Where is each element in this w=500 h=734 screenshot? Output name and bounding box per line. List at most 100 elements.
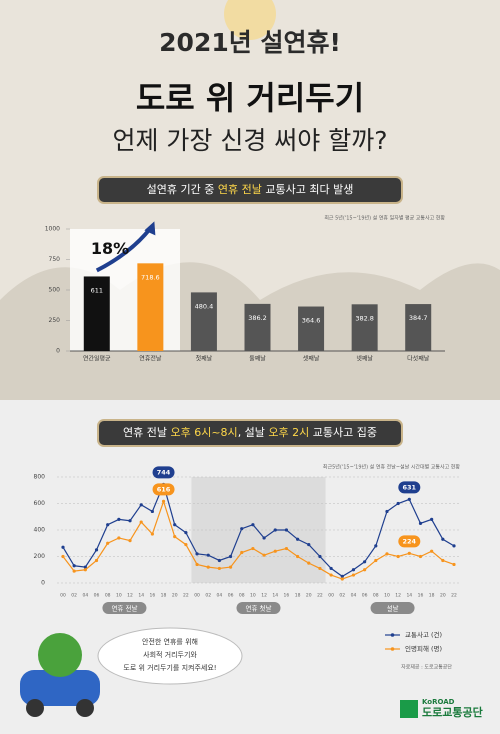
x-tick-label: 12 — [395, 593, 401, 599]
point — [217, 558, 221, 563]
point — [329, 573, 333, 577]
point — [94, 548, 99, 552]
point — [351, 573, 356, 577]
bar — [137, 263, 164, 351]
value-label: 631 — [403, 483, 417, 491]
bar — [351, 304, 378, 351]
legend-label: 인명피해 (명) — [405, 644, 442, 653]
banner-segment: 오후 6시~8시 — [170, 426, 237, 439]
point — [340, 577, 344, 581]
sun — [224, 0, 276, 40]
point — [128, 539, 132, 543]
point — [72, 569, 76, 573]
y-tick-label: 200 — [34, 553, 46, 560]
point — [72, 564, 76, 568]
point — [430, 517, 434, 522]
group-label: 연휴 첫날 — [246, 604, 272, 613]
point — [452, 562, 456, 567]
bar — [83, 276, 110, 351]
banner-segment: 설연휴 기간 중 — [147, 183, 218, 196]
x-tick-label: 14 — [406, 593, 412, 599]
banner-segment: 교통사고 최다 발생 — [262, 183, 353, 196]
point — [184, 542, 188, 547]
point — [284, 528, 289, 532]
point — [128, 519, 132, 523]
point — [117, 536, 121, 540]
point — [161, 499, 166, 503]
point — [363, 568, 367, 572]
point — [351, 568, 356, 572]
x-tick-label: 12 — [261, 593, 267, 599]
trend-arrow — [95, 227, 152, 273]
x-tick-label: 넷째날 — [356, 355, 373, 363]
subheadline: 언제 가장 신경 써야 할까? — [112, 126, 387, 155]
point — [228, 554, 233, 559]
bar — [190, 292, 217, 351]
group-label: 설날 — [387, 604, 399, 613]
headline: 도로 위 거리두기 — [136, 79, 364, 117]
y-tick-label: 500 — [49, 287, 61, 294]
point — [307, 561, 311, 565]
bubble-line: 안전한 연휴를 위해 — [142, 637, 198, 646]
point — [117, 517, 121, 522]
point — [418, 521, 423, 525]
value-label: 744 — [157, 468, 171, 476]
point — [374, 544, 378, 548]
y-tick-label: 0 — [41, 580, 45, 587]
point — [273, 528, 277, 532]
point — [452, 544, 456, 548]
x-tick-label: 연휴전날 — [139, 355, 162, 363]
banner-segment: 연휴 전날 — [123, 426, 170, 439]
point — [430, 549, 434, 553]
point — [139, 520, 143, 524]
logo-brand: KoROAD — [422, 698, 455, 706]
y-tick-label: 250 — [49, 317, 61, 324]
x-tick-label: 18 — [429, 593, 435, 599]
value-label: 364.6 — [302, 317, 321, 325]
bar — [244, 303, 271, 351]
value-label: 382.8 — [355, 314, 374, 322]
point — [396, 501, 400, 506]
point — [150, 532, 154, 536]
x-tick-label: 14 — [272, 593, 278, 599]
callout — [152, 466, 175, 479]
point — [296, 537, 300, 541]
x-tick-label: 다섯째날 — [407, 355, 430, 363]
point — [374, 558, 378, 563]
point — [106, 541, 110, 545]
y-tick-label: 750 — [49, 256, 61, 263]
bar — [298, 306, 325, 351]
point — [284, 546, 289, 551]
wheel — [76, 699, 94, 717]
x-tick-label: 04 — [82, 593, 88, 599]
x-tick-label: 08 — [105, 593, 111, 599]
arrow-head — [144, 221, 156, 236]
callout — [152, 483, 175, 496]
x-tick-label: 06 — [94, 593, 100, 599]
chart-subtitle: 최근 5년('15~'19년) 설 연휴 일자별 평균 교통사고 현황 — [324, 215, 445, 222]
x-tick-label: 20 — [306, 593, 312, 599]
x-tick-label: 10 — [384, 593, 390, 599]
point — [61, 554, 65, 559]
point — [318, 566, 322, 571]
x-tick-label: 둘째날 — [249, 355, 266, 363]
group-pill — [236, 602, 281, 614]
banner — [97, 419, 403, 447]
y-tick-label: 400 — [34, 527, 46, 534]
x-tick-label: 18 — [161, 593, 167, 599]
point — [251, 546, 255, 551]
point — [206, 553, 210, 557]
point — [83, 568, 87, 572]
x-tick-label: 12 — [127, 593, 133, 599]
group-pill — [370, 602, 415, 614]
x-tick-label: 02 — [339, 593, 345, 599]
group-pill — [102, 602, 147, 614]
point — [228, 565, 233, 569]
x-tick-label: 06 — [228, 593, 234, 599]
banner-segment: 연휴 전날 — [218, 183, 262, 196]
source: 자료제공 : 도로교통공단 — [401, 664, 452, 671]
x-tick-label: 첫째날 — [196, 355, 213, 363]
mascot-car — [20, 670, 100, 706]
x-tick-label: 22 — [317, 593, 323, 599]
